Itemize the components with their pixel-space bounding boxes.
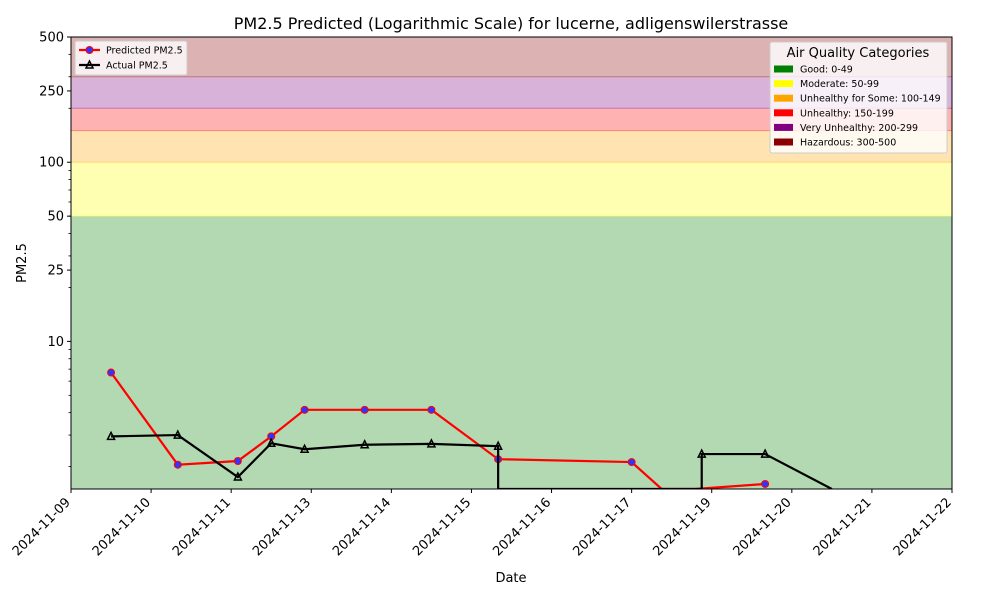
x-tick-label: 2024-11-15 [410,495,474,559]
plot-area [106,368,833,489]
series-layer [106,368,833,489]
category-legend-label: Very Unhealthy: 200-299 [800,123,918,134]
data-point [360,405,369,414]
category-legend: Air Quality Categories Good: 0-49 Moderate… [769,41,948,154]
category-legend-label: Unhealthy for Some: 100-149 [800,94,941,105]
series-legend-label: Actual PM2.5 [106,61,168,72]
data-point [760,448,770,458]
category-legend-label: Good: 0-49 [800,65,853,76]
x-tick-label: 2024-11-10 [90,495,154,559]
category-legend-label: Moderate: 50-99 [800,79,879,90]
y-tick-label: 100 [39,156,64,171]
category-swatch [774,109,793,117]
x-tick-label: 2024-11-22 [891,495,955,559]
data-point [233,471,243,481]
y-tick-label: 10 [47,335,64,350]
legend-marker [84,59,95,69]
data-point [299,443,310,454]
series-legend-frame [74,40,188,76]
y-tick-label: 500 [39,31,64,46]
category-band [71,216,952,490]
series-legend-label: Predicted PM2.5 [106,46,183,57]
category-bands [71,37,952,490]
category-band [71,162,952,217]
data-point [697,448,707,458]
data-point [173,429,183,439]
y-tick-label: 50 [47,210,64,225]
data-point [107,368,116,377]
x-tick-label: 2024-11-13 [250,495,314,559]
data-point [627,458,636,467]
category-swatch [774,65,793,73]
y-axis-title: PM2.5 [15,243,30,283]
data-point [266,437,276,448]
series-line [111,433,833,489]
data-point [427,405,436,414]
category-swatch [774,123,793,131]
data-point [359,439,370,449]
category-legend-label: Hazardous: 300-500 [800,138,896,149]
x-tick-label: 2024-11-17 [570,495,634,559]
category-legend-label: Unhealthy: 150-199 [800,108,894,119]
data-point [761,479,770,488]
series-line [110,371,766,489]
x-tick-label: 2024-11-11 [170,495,234,559]
x-tick-label: 2024-11-09 [10,495,74,559]
x-tick-label: 2024-11-16 [490,495,554,559]
category-legend-title: Air Quality Categories [787,46,930,61]
legend-marker [85,46,94,54]
data-point [300,405,309,414]
chart-title: PM2.5 Predicted (Logarithmic Scale) for … [234,14,789,33]
series-legend: Predicted PM2.5 Actual PM2.5 [74,40,188,76]
category-swatch [774,94,793,102]
data-point [426,438,437,448]
y-tick-label: 25 [47,264,64,279]
data-point [173,460,182,469]
x-tick-label: 2024-11-14 [330,495,394,559]
x-axis-title: Date [495,571,526,586]
y-tick-label: 250 [39,84,64,99]
category-band [71,108,952,131]
x-tick-label: 2024-11-19 [651,495,715,559]
category-swatch [774,138,793,146]
category-legend-frame [769,41,948,154]
data-point [493,440,503,450]
plot-frame [70,36,953,490]
data-point [106,430,116,441]
x-tick-label: 2024-11-21 [811,495,875,559]
category-swatch [774,80,793,88]
data-point [233,456,242,465]
x-tick-label: 2024-11-20 [731,495,795,559]
